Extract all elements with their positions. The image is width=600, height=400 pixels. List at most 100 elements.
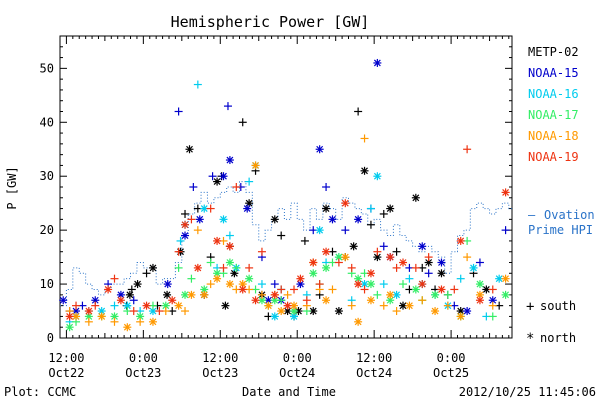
marker-stroke [226, 280, 234, 288]
data-point [495, 274, 504, 283]
data-point [219, 172, 228, 181]
marker-stroke [341, 253, 349, 261]
legend-entry: NOAA-17 [528, 108, 579, 122]
marker-stroke [221, 302, 229, 310]
data-point [230, 269, 239, 278]
data-point [208, 172, 217, 181]
data-point [225, 156, 234, 165]
data-point [129, 296, 138, 305]
data-point [257, 280, 266, 289]
marker-stroke [373, 59, 381, 67]
data-point [195, 215, 204, 224]
data-point [366, 204, 375, 213]
marker-stroke [386, 296, 394, 304]
data-point [302, 296, 311, 305]
marker-stroke [243, 205, 251, 212]
data-point [257, 247, 266, 256]
marker-stroke [123, 302, 131, 310]
data-point [399, 280, 408, 289]
marker-stroke [476, 296, 484, 304]
data-point [392, 290, 401, 299]
marker-stroke [322, 248, 330, 256]
data-point [129, 307, 138, 316]
data-point [334, 307, 343, 316]
data-point [392, 247, 401, 256]
ovation-legend-line2: Prime HPI [528, 223, 593, 237]
data-point [315, 280, 324, 289]
data-point [136, 317, 145, 326]
data-point [341, 253, 350, 262]
data-point [437, 258, 446, 267]
x-tick-label: 12:00 [48, 351, 84, 365]
marker-stroke [309, 259, 317, 266]
data-point [309, 258, 318, 267]
data-point [251, 161, 260, 170]
marker-stroke [168, 296, 176, 304]
data-point [354, 317, 363, 326]
data-point [104, 285, 113, 294]
data-point [437, 269, 446, 278]
data-point [283, 301, 292, 310]
data-point [322, 247, 331, 256]
marker-stroke [271, 313, 279, 320]
data-point [300, 236, 309, 245]
data-point [392, 263, 401, 272]
marker-stroke [271, 296, 279, 304]
data-point [373, 58, 382, 67]
marker-stroke [335, 253, 343, 261]
marker-stroke [367, 269, 375, 277]
marker-stroke [405, 302, 413, 310]
north-marker-label: north [540, 331, 576, 345]
x-tick-label: 0:00 [283, 351, 312, 365]
data-point [187, 274, 196, 283]
data-point [213, 177, 222, 186]
marker-stroke [98, 307, 106, 315]
legend-entry: NOAA-16 [528, 87, 579, 101]
data-point [379, 280, 388, 289]
y-tick-label: 30 [40, 169, 54, 183]
marker-stroke [309, 307, 317, 315]
data-point [437, 285, 446, 294]
south-marker-label: south [540, 299, 576, 313]
marker-stroke [399, 302, 407, 310]
marker-stroke [322, 264, 330, 272]
data-points [59, 58, 510, 332]
marker-stroke [162, 302, 170, 310]
north-marker-symbol: * [526, 331, 534, 347]
x-tick-label: 0:00 [437, 351, 466, 365]
data-point [110, 301, 119, 310]
marker-stroke [354, 280, 362, 288]
marker-stroke [393, 291, 401, 299]
ovation-legend: — Ovation Prime HPI [528, 208, 595, 237]
x-tick-date: Oct23 [125, 366, 161, 380]
marker-stroke [220, 215, 227, 223]
marker-stroke [213, 269, 221, 277]
data-point [349, 242, 358, 251]
marker-stroke [482, 286, 490, 293]
data-point [334, 258, 343, 267]
data-point [315, 226, 324, 235]
marker-stroke [123, 323, 131, 331]
data-point [163, 290, 172, 299]
data-point [213, 236, 222, 245]
data-point [221, 301, 230, 310]
marker-stroke [264, 302, 272, 310]
marker-stroke [134, 280, 142, 288]
marker-stroke [117, 296, 125, 304]
marker-stroke [66, 313, 74, 320]
data-point [366, 280, 375, 289]
data-point [386, 253, 395, 262]
marker-stroke [252, 296, 259, 304]
x-tick-label: 12:00 [356, 351, 392, 365]
marker-stroke [367, 280, 375, 288]
x-tick-date: Oct22 [48, 366, 84, 380]
data-point [238, 285, 247, 294]
marker-stroke [91, 296, 99, 304]
marker-stroke [431, 291, 439, 299]
marker-stroke [489, 296, 497, 304]
data-point [309, 307, 318, 316]
data-point [373, 247, 382, 256]
data-point [127, 285, 136, 294]
marker-stroke [412, 286, 420, 293]
marker-stroke [309, 269, 317, 277]
